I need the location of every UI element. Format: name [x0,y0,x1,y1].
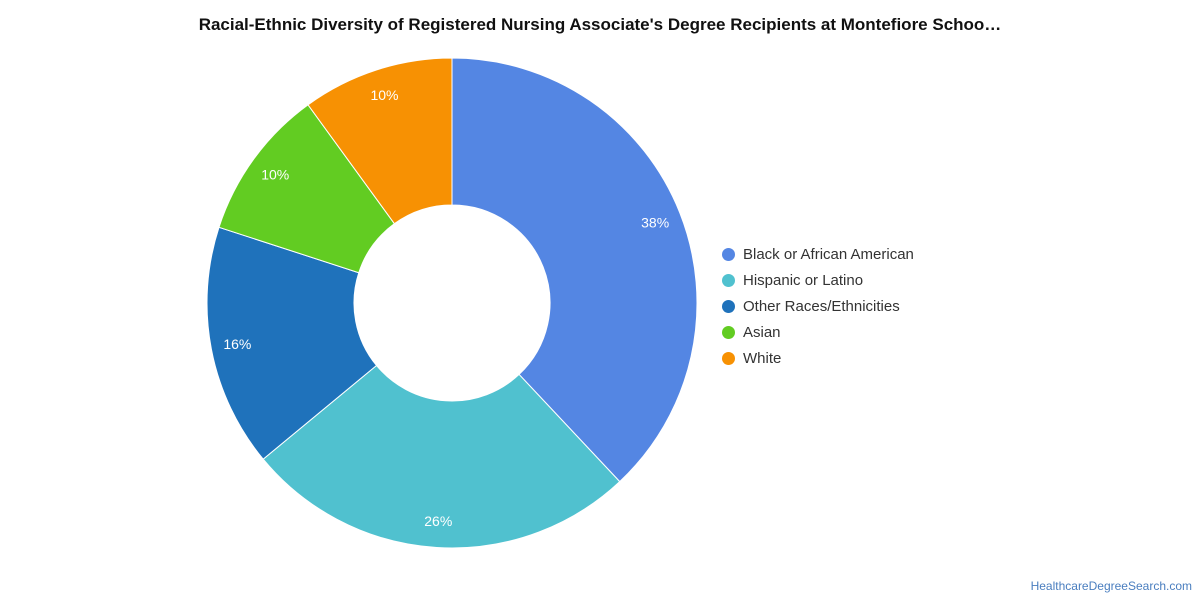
slice-label-asian: 10% [261,167,289,183]
legend-swatch-icon [722,325,735,339]
watermark-link[interactable]: HealthcareDegreeSearch.com [1030,579,1192,593]
legend-item-black-or-african-american[interactable]: Black or African American [722,241,914,267]
slice-black-or-african-american[interactable] [451,57,698,483]
legend-label: White [743,349,782,367]
legend-item-white[interactable]: White [722,345,914,371]
slice-label-hispanic-or-latino: 26% [424,513,452,529]
legend-label: Asian [743,323,781,341]
legend: Black or African American Hispanic or Lat… [722,241,914,371]
legend-label: Hispanic or Latino [743,271,864,289]
slice-label-black-or-african-american: 38% [641,215,669,231]
legend-swatch-icon [722,247,735,261]
slice-labels-group: 38% 26% 16% 10% 10% [223,87,669,529]
legend-item-hispanic-or-latino[interactable]: Hispanic or Latino [722,267,914,293]
slice-hispanic-or-latino[interactable] [262,364,621,549]
legend-swatch-icon [722,273,735,287]
legend-item-asian[interactable]: Asian [722,319,914,345]
slice-white[interactable] [307,57,453,225]
legend-swatch-icon [722,351,735,365]
legend-label: Black or African American [743,245,914,263]
slice-label-other-races-ethnicities: 16% [223,336,251,352]
slices-group [206,57,698,549]
slice-label-white: 10% [370,87,398,103]
slice-other-races-ethnicities[interactable] [206,226,378,460]
chart-title: Racial-Ethnic Diversity of Registered Nu… [198,15,1002,34]
legend-label: Other Races/Ethnicities [743,297,900,315]
legend-swatch-icon [722,299,735,313]
legend-item-other-races-ethnicities[interactable]: Other Races/Ethnicities [722,293,914,319]
